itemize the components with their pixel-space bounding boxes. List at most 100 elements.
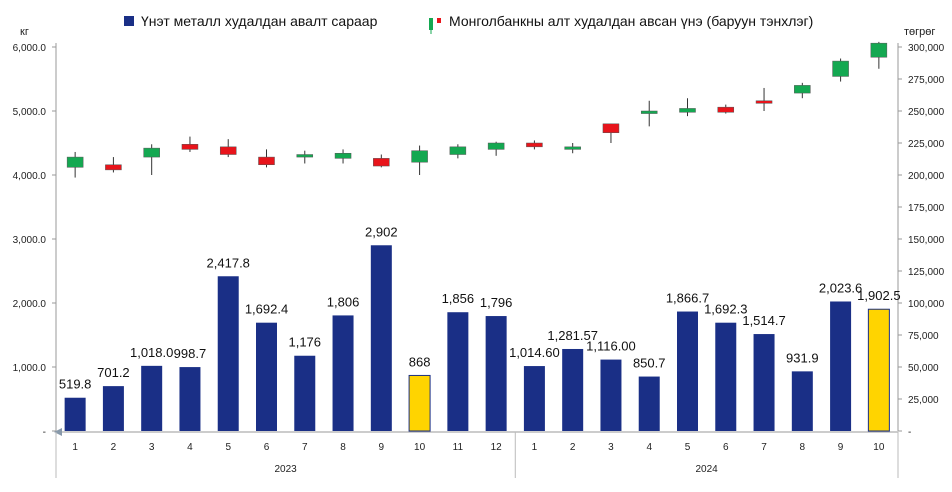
bar-value-label: 1,692.4 [245, 302, 288, 317]
bar [753, 334, 775, 431]
bar-value-label: 868 [409, 354, 431, 369]
bar [562, 348, 584, 431]
bar-value-label: 1,856 [442, 291, 475, 306]
left-tick-label: - [43, 427, 46, 438]
candle [755, 87, 773, 111]
right-tick-label: 300,000 [908, 43, 945, 54]
candle [373, 154, 390, 168]
bar-value-label: 1,902.5 [857, 288, 900, 303]
left-tick-label: 4,000.0 [13, 171, 47, 182]
candle-body-up [832, 60, 849, 77]
candle-body-down [755, 100, 773, 104]
bar-value-label: 931.9 [786, 350, 819, 365]
bar [294, 355, 316, 431]
bar-value-label: 519.8 [59, 377, 92, 392]
right-tick-label: 25,000 [908, 395, 939, 406]
right-axis: - 25,000 50,000 75,000 100,000 125,000 150,000… [897, 43, 945, 438]
candle-body-up [794, 85, 811, 94]
x-tick-label: 10 [873, 442, 885, 453]
x-tick-label: 6 [723, 442, 729, 453]
candle-body-up [66, 156, 84, 168]
bar [64, 397, 86, 431]
right-tick-label: 75,000 [908, 331, 939, 342]
candle [640, 100, 658, 127]
candle [105, 157, 122, 173]
bar [217, 276, 239, 431]
bar-value-label: 1,806 [327, 294, 360, 309]
candle-body-up [334, 152, 352, 159]
candle [449, 144, 467, 159]
bar [600, 359, 622, 431]
left-tick-label: 5,000.0 [13, 107, 47, 118]
right-tick-label: 50,000 [908, 363, 939, 374]
x-axis-arrow [54, 428, 62, 436]
right-tick-label: 200,000 [908, 171, 945, 182]
legend-bar-swatch [124, 16, 134, 26]
left-tick-label: 3,000.0 [13, 235, 47, 246]
x-tick-label: 5 [685, 442, 691, 453]
candle [526, 140, 543, 150]
candle [258, 149, 275, 168]
bar-value-label: 850.7 [633, 356, 666, 371]
candle-body-up [640, 110, 658, 114]
x-tick-label: 8 [800, 442, 806, 453]
bar-value-label: 1,281.57 [547, 328, 598, 343]
right-tick-label: - [908, 427, 911, 438]
x-tick-label: 7 [302, 442, 308, 453]
x-tick-label: 7 [761, 442, 767, 453]
x-tick-label: 11 [453, 442, 464, 453]
left-tick-label: 1,000.0 [13, 363, 47, 374]
right-tick-label: 250,000 [908, 107, 945, 118]
x-tick-label: 1 [532, 442, 538, 453]
x-tick-label: 10 [414, 442, 426, 453]
x-tick-label: 4 [187, 442, 193, 453]
bar [638, 376, 660, 431]
candle-body-down [526, 142, 543, 148]
bar [867, 308, 890, 432]
candle [794, 82, 811, 99]
bar-value-label: 701.2 [97, 365, 130, 380]
x-tick-label: 9 [379, 442, 385, 453]
bar-value-label: 1,692.3 [704, 302, 747, 317]
bar [408, 374, 431, 432]
candle-body-down [219, 146, 237, 155]
x-tick-label: 8 [340, 442, 346, 453]
x-tick-label: 12 [491, 442, 503, 453]
candle-body-up [296, 154, 314, 158]
candle [679, 98, 696, 117]
legend-candle-swatch [429, 18, 441, 34]
bar-value-label: 998.7 [174, 346, 207, 361]
bar-value-label: 1,796 [480, 295, 513, 310]
bar [141, 365, 163, 431]
candle [717, 104, 735, 114]
candle-body-down [717, 106, 735, 113]
bar-value-label: 2,417.8 [207, 255, 250, 270]
candle-body-up [411, 150, 428, 163]
bar-series [64, 245, 890, 432]
bar-value-label: 2,023.6 [819, 280, 862, 295]
candle [219, 139, 237, 158]
x-tick-label: 4 [646, 442, 652, 453]
x-tick-label: 3 [608, 442, 614, 453]
candle-body-up [870, 42, 888, 58]
left-axis-unit: кг [20, 26, 29, 38]
right-tick-label: 175,000 [908, 203, 945, 214]
candle [870, 41, 888, 69]
x-tick-label: 9 [838, 442, 844, 453]
candle [181, 136, 199, 152]
right-tick-label: 275,000 [908, 75, 945, 86]
bar [715, 322, 737, 431]
candle-body-up [564, 146, 581, 150]
bar [447, 312, 469, 431]
right-axis-unit: төгрөг [904, 26, 935, 38]
bar [791, 371, 813, 431]
candle-body-up [487, 142, 505, 150]
bar [677, 311, 698, 431]
bar-value-label: 1,018.0 [130, 345, 173, 360]
x-tick-label: 3 [149, 442, 155, 453]
x-tick-label: 6 [264, 442, 270, 453]
bar [256, 322, 277, 431]
legend-candle-label: Монголбанкны алт худалдан авсан үнэ (бар… [449, 13, 813, 29]
bar [370, 245, 392, 431]
candle-body-up [143, 147, 160, 158]
